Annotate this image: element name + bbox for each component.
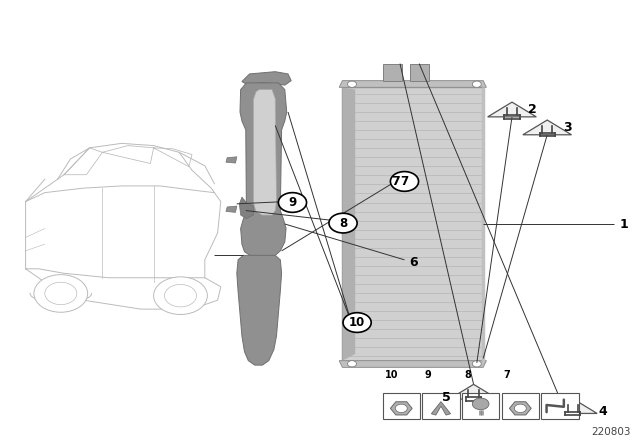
Circle shape — [343, 313, 371, 332]
FancyBboxPatch shape — [410, 64, 429, 81]
Text: 8: 8 — [464, 370, 471, 379]
Circle shape — [472, 361, 481, 367]
Text: 6: 6 — [410, 255, 418, 269]
Text: 9: 9 — [289, 196, 296, 209]
Circle shape — [329, 213, 357, 233]
Polygon shape — [342, 87, 355, 361]
Text: 9: 9 — [424, 370, 431, 379]
Text: 7: 7 — [401, 175, 408, 188]
Polygon shape — [242, 72, 291, 85]
Text: 10: 10 — [349, 316, 365, 329]
Circle shape — [154, 277, 207, 314]
Text: 5: 5 — [442, 391, 451, 405]
Polygon shape — [253, 90, 276, 215]
Circle shape — [34, 275, 88, 312]
Circle shape — [472, 398, 489, 410]
Circle shape — [164, 284, 196, 307]
Text: 1: 1 — [620, 217, 628, 231]
Polygon shape — [390, 402, 412, 415]
Bar — [502, 393, 539, 419]
Polygon shape — [239, 197, 253, 219]
Bar — [541, 393, 579, 419]
Bar — [462, 393, 499, 419]
Circle shape — [348, 81, 356, 87]
Text: 220803: 220803 — [591, 427, 630, 437]
Circle shape — [45, 282, 77, 305]
Polygon shape — [226, 157, 237, 163]
Polygon shape — [237, 255, 282, 365]
Circle shape — [348, 361, 356, 367]
Text: 10: 10 — [385, 370, 398, 379]
Text: 7: 7 — [504, 370, 511, 379]
Text: 8: 8 — [339, 216, 347, 230]
Polygon shape — [488, 102, 536, 117]
Polygon shape — [339, 81, 486, 87]
FancyBboxPatch shape — [383, 64, 402, 81]
Polygon shape — [509, 402, 531, 415]
Polygon shape — [431, 402, 451, 415]
Polygon shape — [523, 120, 572, 135]
Polygon shape — [240, 83, 287, 258]
FancyBboxPatch shape — [342, 87, 483, 361]
Text: 7: 7 — [391, 175, 400, 188]
Polygon shape — [548, 399, 597, 414]
Text: 4: 4 — [598, 405, 607, 418]
Polygon shape — [226, 206, 237, 212]
Text: 2: 2 — [528, 103, 537, 116]
Circle shape — [515, 404, 526, 413]
Polygon shape — [449, 384, 498, 399]
Circle shape — [396, 404, 407, 413]
Text: 3: 3 — [563, 121, 572, 134]
Bar — [422, 393, 460, 419]
Circle shape — [390, 172, 419, 191]
Circle shape — [472, 81, 481, 87]
Polygon shape — [339, 361, 486, 367]
Bar — [383, 393, 420, 419]
Circle shape — [278, 193, 307, 212]
